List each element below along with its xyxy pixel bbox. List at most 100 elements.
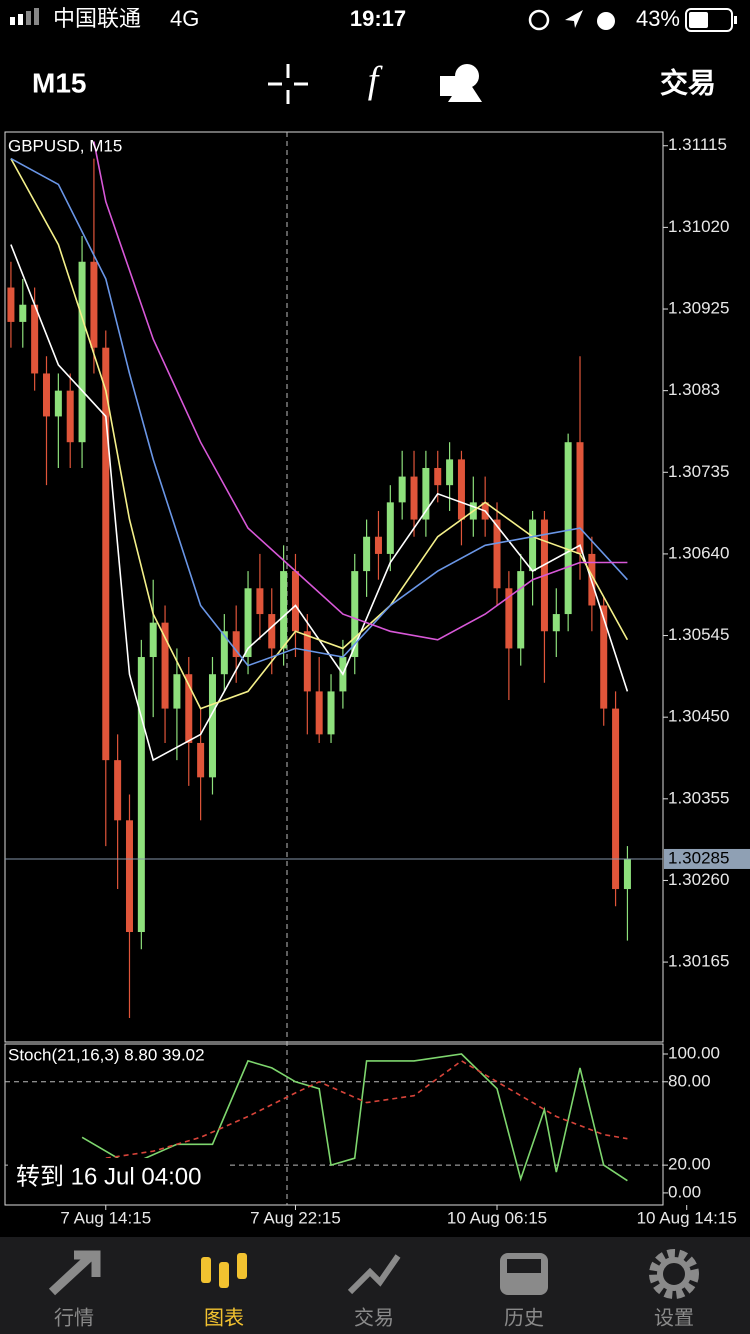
y-tick-label: 1.30450: [668, 707, 729, 726]
candle-body: [90, 261, 98, 348]
location-icon: [565, 10, 583, 28]
candle-body: [623, 858, 631, 890]
indicator-line: [10, 157, 628, 667]
candle-body: [31, 304, 39, 374]
y-tick-label: 0.00: [668, 1182, 701, 1201]
candle-body: [232, 631, 240, 658]
main-plot: [5, 141, 663, 1018]
candle-body: [173, 674, 181, 709]
battery-text: 43%: [636, 6, 680, 31]
candle-body: [220, 631, 228, 675]
candle-body: [256, 588, 264, 615]
y-tick-label: 1.30260: [668, 870, 729, 889]
candle-body: [149, 622, 157, 658]
candle-body: [303, 631, 311, 692]
tab-quotes[interactable]: 行情: [48, 1250, 101, 1329]
signal-icon: [26, 11, 31, 25]
clock: 19:17: [350, 6, 406, 31]
candle-body: [315, 691, 323, 735]
toolbar: M15 f 交易: [32, 60, 716, 104]
candle-body: [398, 476, 406, 503]
x-tick-label: 7 Aug 14:15: [60, 1208, 151, 1227]
tab-history[interactable]: 历史: [500, 1253, 548, 1329]
indicator-line: [10, 158, 629, 710]
candle-body: [505, 588, 513, 649]
candle-body: [102, 347, 110, 761]
candle-body: [197, 742, 205, 778]
chart-title: GBPUSD, M15: [8, 136, 122, 155]
y-tick-label: 1.30640: [668, 543, 729, 562]
status-bar: 中国联通 4G 19:17 43%: [10, 6, 737, 32]
main-panel: [4, 131, 664, 1043]
y-tick-label: 1.30545: [668, 625, 729, 644]
tab-label: 历史: [504, 1306, 544, 1329]
battery-icon: [685, 8, 733, 32]
candle-body: [78, 261, 86, 443]
goto-button[interactable]: 转到 16 Jul 04:00: [16, 1163, 201, 1190]
tab-chart[interactable]: 图表: [201, 1253, 247, 1329]
last-price-box: [664, 848, 750, 869]
indicators-button[interactable]: f: [368, 60, 383, 102]
alarm-icon: [597, 12, 615, 30]
candle-body: [457, 459, 465, 520]
candle-body: [552, 614, 560, 632]
x-tick-label: 10 Aug 14:15: [637, 1208, 737, 1227]
tab-label: 行情: [54, 1306, 94, 1329]
x-tick-label: 7 Aug 22:15: [250, 1208, 341, 1227]
indicator-line: [93, 141, 628, 641]
candle-body: [161, 622, 169, 709]
candle-body: [517, 571, 525, 649]
candle-body: [576, 442, 584, 554]
tab-trade[interactable]: 交易: [347, 1254, 401, 1329]
signal-icon: [18, 14, 23, 25]
y-tick-label: 80.00: [668, 1071, 711, 1090]
candle-body: [374, 536, 382, 554]
candle-body: [137, 657, 145, 933]
tab-settings[interactable]: 设置: [649, 1249, 699, 1329]
indicator-line: [81, 1053, 628, 1182]
candle-body: [125, 820, 133, 933]
candle-body: [280, 571, 288, 649]
last-price-label: 1.30285: [668, 848, 729, 867]
candle-body: [66, 390, 74, 443]
y-tick-label: 1.30925: [668, 299, 729, 318]
candle-body: [185, 674, 193, 743]
battery-level: [689, 12, 708, 28]
candle-body: [410, 476, 418, 520]
candle-body: [363, 536, 371, 572]
candle-body: [564, 442, 572, 615]
y-tick-label: 1.3083: [668, 380, 720, 399]
stoch-panel: [4, 1043, 664, 1206]
candle-body: [19, 304, 27, 322]
candle-body: [600, 605, 608, 709]
crosshair-button[interactable]: [268, 64, 308, 104]
indicator-line: [10, 244, 629, 762]
y-tick-label: 100.00: [668, 1043, 720, 1062]
goto-bg: [8, 1158, 228, 1196]
y-tick-label: 1.30735: [668, 462, 729, 481]
candle-body: [422, 467, 430, 520]
network: 4G: [170, 6, 199, 31]
tab-bar: [0, 1237, 750, 1334]
candle-body: [244, 588, 252, 658]
y-tick-label: 20.00: [668, 1155, 711, 1174]
y-tick-label: 1.30165: [668, 952, 729, 971]
candle-body: [114, 760, 122, 821]
y-tick-label: 1.31020: [668, 217, 729, 236]
y-tick-label: 1.31115: [668, 135, 727, 154]
candle-body: [327, 691, 335, 735]
candle-body: [434, 467, 442, 486]
candle-body: [268, 614, 276, 649]
trade-button[interactable]: 交易: [660, 66, 716, 98]
candle-body: [291, 571, 299, 632]
indicator-line: [105, 1059, 628, 1159]
tab-label: 交易: [354, 1306, 394, 1329]
objects-button[interactable]: [440, 64, 482, 102]
axes: 1.31115 1.31020 1.30925 1.3083 1.30735 1.3064…: [60, 135, 750, 1227]
timeframe-button[interactable]: M15: [32, 67, 86, 98]
candle-body: [351, 571, 359, 658]
candle-body: [612, 708, 620, 890]
tab-label: 设置: [654, 1306, 694, 1329]
